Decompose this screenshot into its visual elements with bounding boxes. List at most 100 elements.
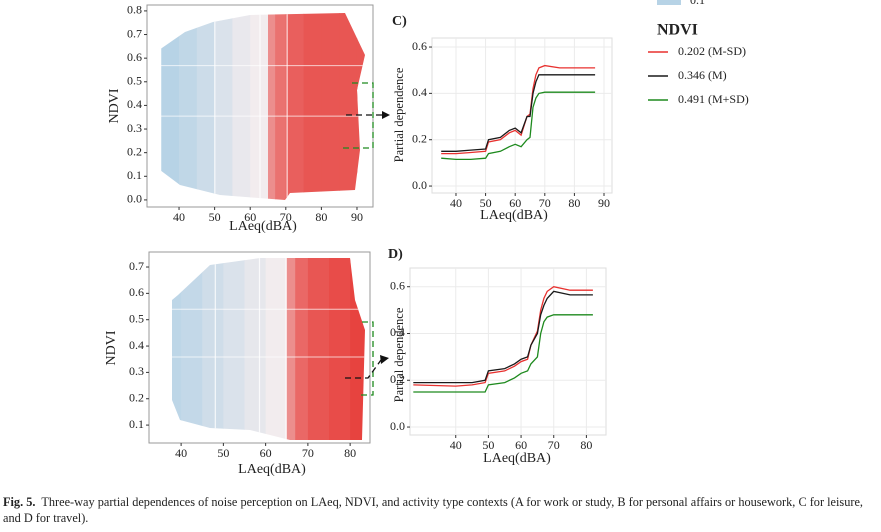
heatmap: [172, 258, 365, 440]
x-tick-label: 40: [175, 446, 187, 460]
x-tick-label: 80: [568, 196, 580, 210]
y-tick-label: 0.3: [129, 364, 144, 378]
x-tick-label: 70: [280, 210, 292, 224]
legend-label: 0.491 (M+SD): [678, 92, 749, 106]
y-tick-label: 0.8: [127, 3, 142, 17]
heat-cell: [303, 13, 322, 200]
legend-label: 0.346 (M): [678, 68, 727, 82]
x-axis-label: LAeq(dBA): [238, 462, 306, 477]
y-tick-label: 0.7: [127, 26, 142, 40]
y-tick-label: 0.1: [129, 417, 144, 431]
heat-cell: [196, 13, 216, 200]
heatmap: [159, 13, 365, 200]
heat-cell: [339, 13, 358, 200]
y-tick-label: 0.2: [129, 390, 144, 404]
heat-cell: [285, 13, 305, 200]
series-line: [413, 314, 593, 393]
x-tick-label: 70: [539, 196, 551, 210]
y-tick-label: 0.6: [390, 278, 405, 292]
x-tick-label: 40: [450, 438, 462, 452]
y-tick-label: 0.2: [127, 144, 142, 158]
y-tick-label: 0.3: [127, 121, 142, 135]
y-tick-label: 0.7: [129, 259, 144, 273]
y-tick-label: 0.6: [127, 50, 142, 64]
y-tick-label: 0.5: [129, 311, 144, 325]
y-tick-label: 0.2: [390, 372, 405, 386]
annotations: [340, 82, 390, 396]
heat-cell: [250, 13, 269, 200]
x-axis-label: LAeq(dBA): [483, 451, 551, 466]
heat-cell: [295, 258, 309, 440]
x-tick-label: 40: [450, 196, 462, 210]
y-axis-label: NDVI: [104, 330, 119, 365]
heat-cell: [265, 258, 288, 440]
colorbar-swatch: [657, 0, 681, 5]
bracket: [360, 321, 374, 396]
legend-title: NDVI: [657, 22, 698, 39]
heat-cell: [275, 13, 287, 200]
y-tick-label: 0.0: [127, 192, 142, 206]
series-line: [441, 74, 596, 152]
x-tick-label: 70: [302, 446, 314, 460]
x-tick-label: 90: [598, 196, 610, 210]
heat-cell: [181, 258, 203, 440]
heat-cell: [172, 258, 182, 440]
y-tick-label: 0.4: [129, 338, 144, 352]
figure: 0.0 0.1 0.2 0.3 0.4 0.5 0.6 0.7 0.8 40 50 60 70 80 90 L…: [104, 0, 749, 477]
heat-cell: [321, 13, 340, 200]
plot-background: [409, 267, 607, 436]
x-tick-label: 80: [344, 446, 356, 460]
legend-label: 0.202 (M-SD): [678, 44, 746, 58]
arrow-head: [380, 355, 389, 364]
heat-cell: [223, 258, 245, 440]
x-tick-label: 50: [480, 196, 492, 210]
y-tick-label: 0.4: [127, 97, 142, 111]
x-axis-label: LAeq(dBA): [229, 219, 297, 234]
x-tick-label: 50: [217, 446, 229, 460]
x-axis-label: LAeq(dBA): [480, 208, 548, 223]
heat-cell: [161, 13, 180, 200]
y-axis-label: Partial dependence: [392, 67, 406, 162]
heat-cell: [244, 258, 267, 440]
heat-cell: [179, 13, 198, 200]
y-tick-label: 0.6: [412, 39, 427, 53]
y-tick-label: 0.4: [412, 85, 427, 99]
y-axis-label: NDVI: [107, 88, 122, 123]
x-tick-label: 80: [315, 210, 327, 224]
panel-label: D): [388, 247, 403, 262]
heat-cell: [329, 258, 351, 440]
x-tick-label: 90: [351, 210, 363, 224]
caption: Fig. 5. Three-way partial dependences of…: [3, 494, 875, 526]
y-tick-label: 0.1: [127, 168, 142, 182]
x-tick-label: 60: [260, 446, 272, 460]
series-line: [413, 290, 593, 384]
x-tick-label: 60: [515, 438, 527, 452]
x-tick-label: 60: [509, 196, 521, 210]
x-tick-label: 40: [173, 210, 185, 224]
heat-cell: [307, 258, 330, 440]
charts: 0.0 0.1 0.2 0.3 0.4 0.5 0.6 0.7 0.8 40 50 60 70 80 90 L…: [104, 0, 749, 477]
y-tick-label: 0.0: [412, 178, 427, 192]
heat-cell: [232, 13, 251, 200]
y-tick-label: 0.5: [127, 74, 142, 88]
bracket: [340, 82, 374, 149]
caption-label: Fig. 5.: [3, 495, 36, 509]
y-axis-label: Partial dependence: [392, 307, 406, 402]
x-tick-label: 70: [548, 438, 560, 452]
y-tick-label: 0.6: [129, 285, 144, 299]
x-tick-label: 80: [580, 438, 592, 452]
x-tick-label: 50: [209, 210, 221, 224]
colorbar-label: 0.1: [690, 0, 705, 7]
caption-text: Three-way partial dependences of noise p…: [3, 495, 863, 525]
plot-background: [431, 37, 613, 194]
panel-label: C): [392, 14, 407, 29]
arrow: [345, 359, 382, 379]
heat-cell: [286, 258, 296, 440]
x-tick-label: 50: [482, 438, 494, 452]
arrow-head: [382, 111, 390, 119]
heat-cell: [202, 258, 224, 440]
heat-cell: [268, 13, 276, 200]
y-tick-label: 0.0: [390, 419, 405, 433]
x-tick-label: 60: [244, 210, 256, 224]
